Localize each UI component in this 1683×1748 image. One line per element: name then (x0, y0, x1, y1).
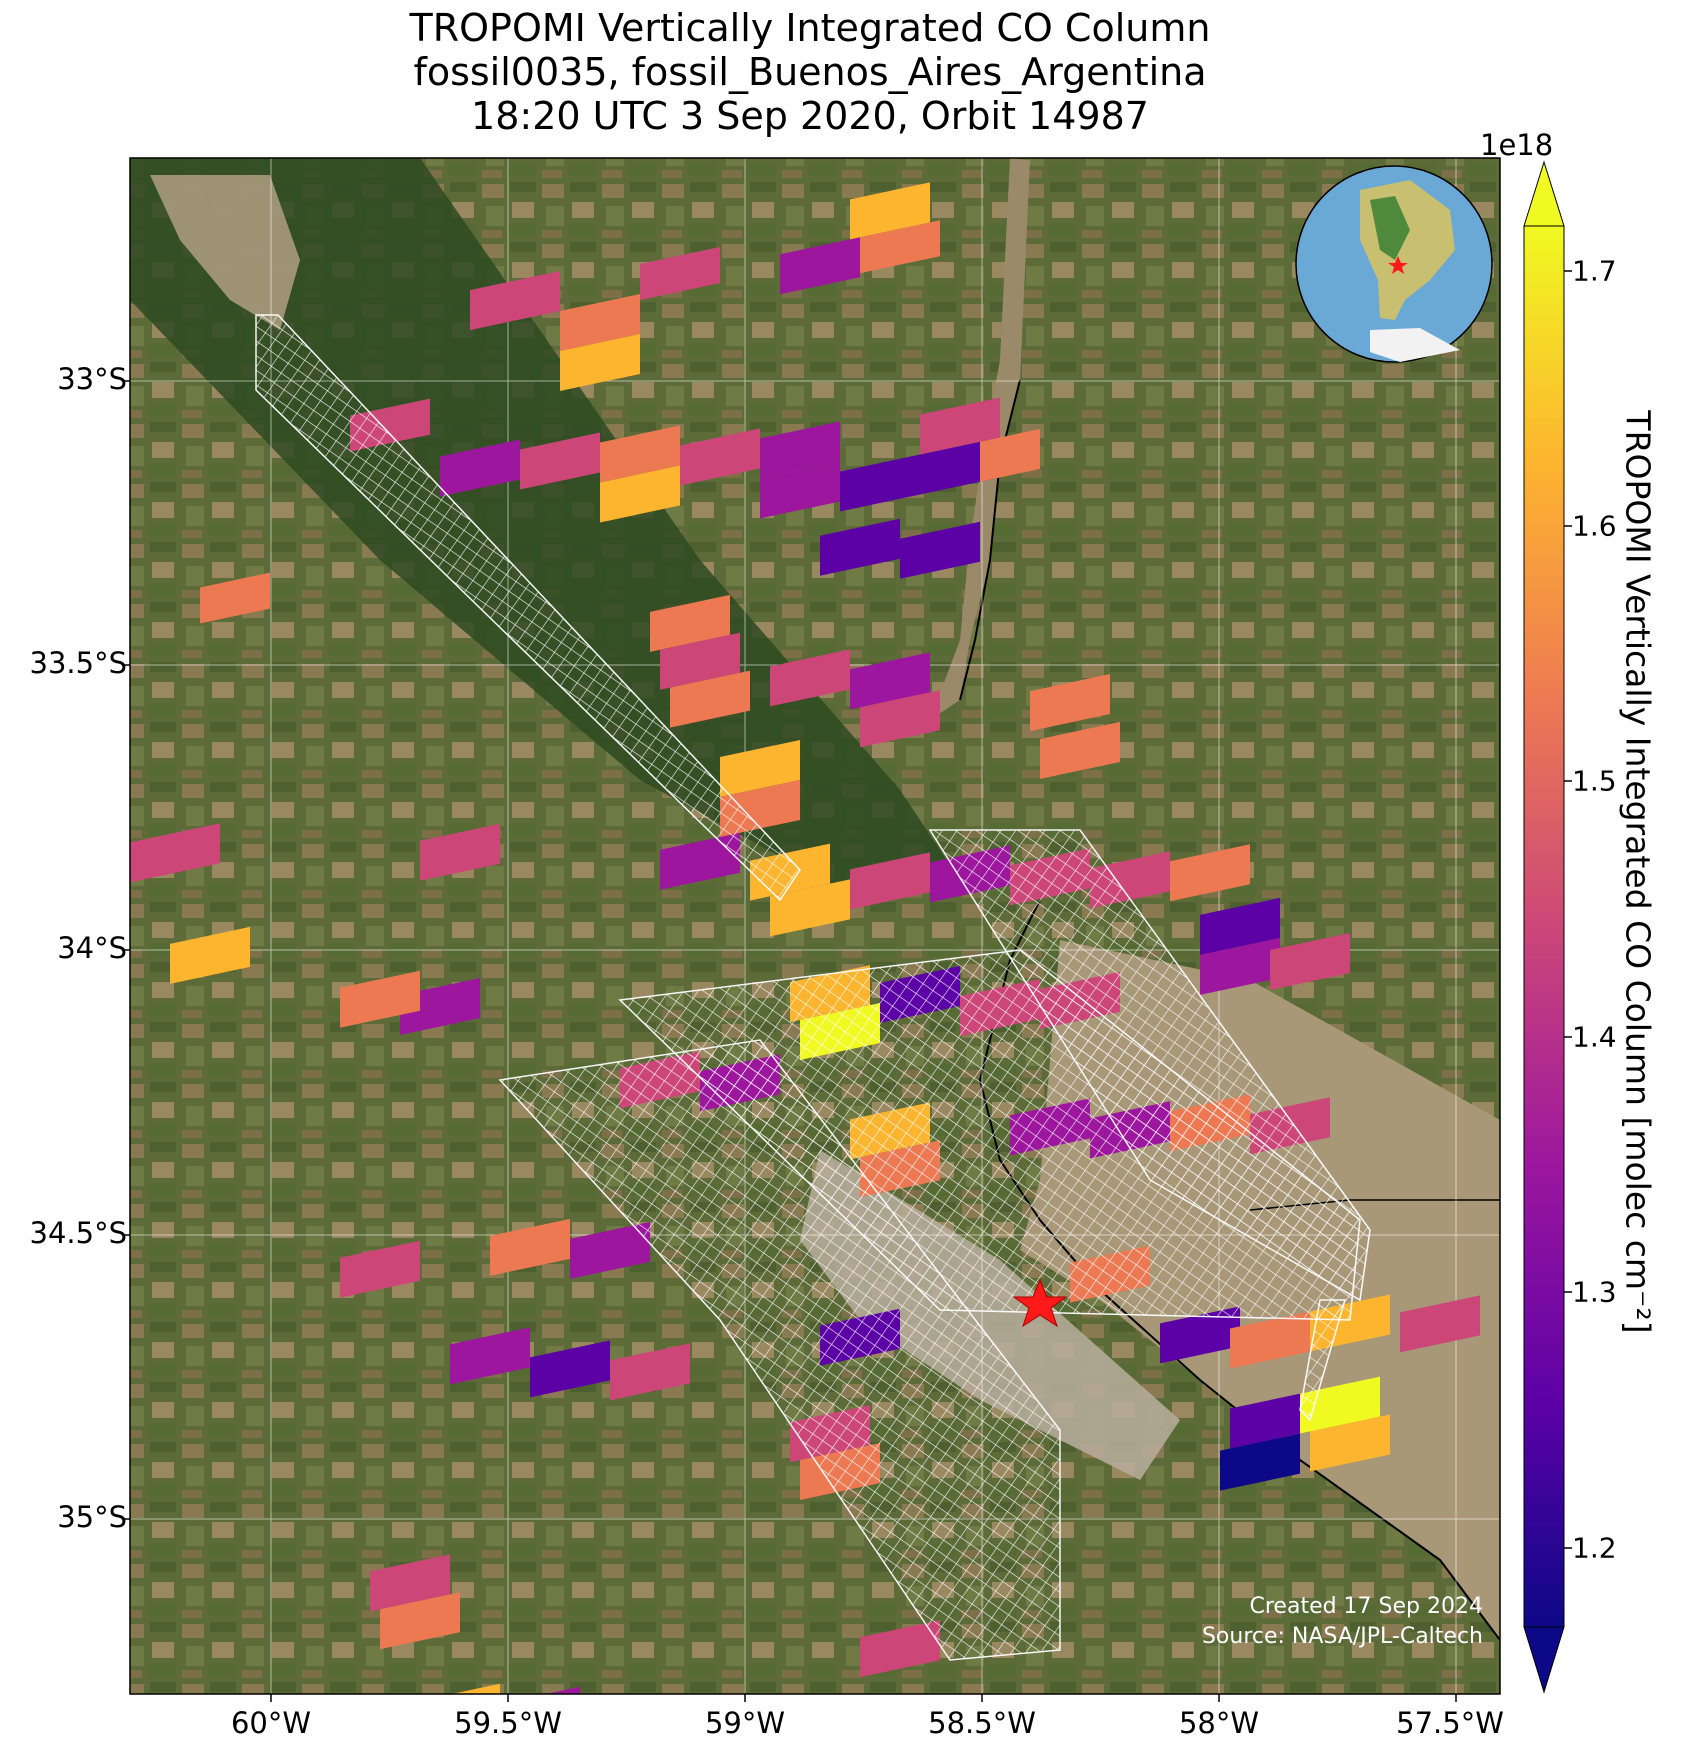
inset-globe (1295, 165, 1493, 363)
colorbar-tick-label: 1.6 (1572, 509, 1617, 543)
river-outline (959, 379, 1021, 701)
lon-tick-label: 60°W (230, 1706, 312, 1740)
title-line-1: TROPOMI Vertically Integrated CO Column (409, 6, 1211, 50)
map-frame (129, 157, 1501, 1695)
lon-tick-label: 57.5°W (1396, 1706, 1504, 1740)
created-credit: Created 17 Sep 2024 (1249, 1594, 1484, 1619)
colorbar-tick-label: 1.3 (1572, 1275, 1617, 1309)
parana-delta (130, 158, 960, 900)
lat-tick-label: 34.5°S (29, 1216, 127, 1250)
colorbar-tick-label: 1.7 (1572, 254, 1617, 288)
colorbar-title: TROPOMI Vertically Integrated CO Column … (1618, 410, 1658, 1334)
lon-ticks (270, 1694, 1457, 1702)
title-line-2: fossil0035, fossil_Buenos_Aires_Argentin… (413, 50, 1207, 94)
lon-tick-label: 58.5°W (928, 1706, 1036, 1740)
colorbar-bottom-extend (1523, 1626, 1565, 1694)
colorbar-tick-label: 1.2 (1572, 1531, 1617, 1565)
site-marker (1012, 1278, 1068, 1328)
lat-tick-label: 35°S (57, 1500, 127, 1534)
colorbar (1523, 160, 1572, 1694)
source-credit: Source: NASA/JPL-Caltech (1201, 1624, 1483, 1649)
lat-tick-label: 33°S (57, 362, 127, 396)
lon-tick-label: 59.5°W (454, 1706, 562, 1740)
lat-tick-label: 33.5°S (29, 646, 127, 680)
colorbar-top-extend (1523, 160, 1565, 227)
colorbar-exponent: 1e18 (1480, 128, 1554, 162)
target-footprints (255, 314, 1371, 1661)
lon-tick-label: 59°W (704, 1706, 786, 1740)
title-line-3: 18:20 UTC 3 Sep 2020, Orbit 14987 (471, 94, 1149, 138)
colorbar-tick-label: 1.4 (1572, 1020, 1617, 1054)
lon-tick-label: 58°W (1178, 1706, 1260, 1740)
lat-ticks (122, 380, 130, 1520)
lagoon (150, 175, 300, 330)
uruguay-river (930, 158, 1030, 720)
colorbar-tick-label: 1.5 (1572, 764, 1617, 798)
lat-tick-label: 34°S (57, 931, 127, 965)
